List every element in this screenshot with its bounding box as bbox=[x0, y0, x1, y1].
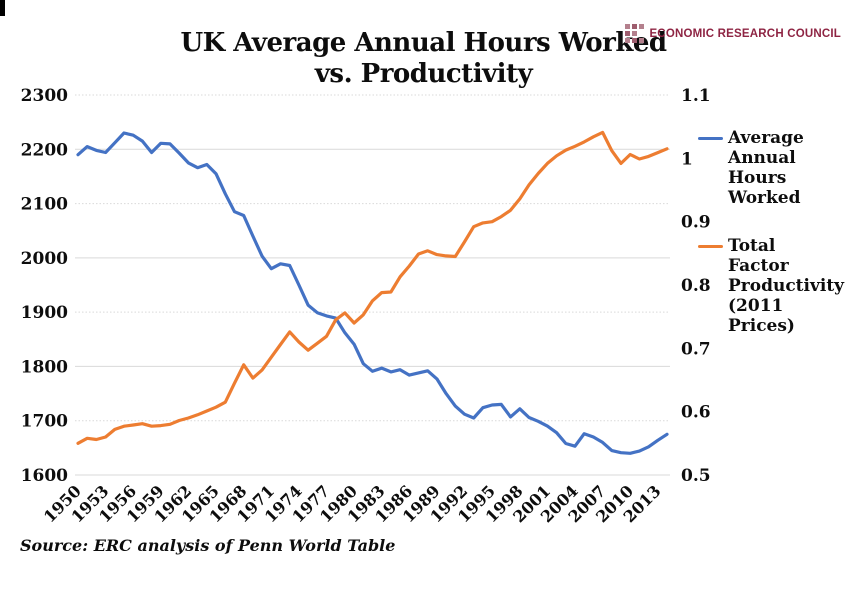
legend-label-hours-line1: Average bbox=[728, 128, 804, 148]
right-axis-tick-label: 1.1 bbox=[681, 86, 711, 106]
erc-logo-text: ECONOMIC RESEARCH COUNCIL bbox=[649, 27, 841, 40]
erc-logo: ECONOMIC RESEARCH COUNCIL bbox=[625, 24, 841, 43]
legend-label-tfp-line3: (2011 bbox=[728, 296, 784, 316]
screenshot-corner-artifact bbox=[0, 0, 5, 16]
legend-label-hours-line2: Annual bbox=[728, 148, 796, 168]
legend-label-hours-line4: Worked bbox=[728, 188, 801, 208]
left-axis-tick-label: 2100 bbox=[21, 195, 68, 215]
erc-logo-square bbox=[639, 24, 645, 29]
erc-logo-squares-icon bbox=[625, 24, 645, 43]
legend-label-tfp: Total Factor Productivity (2011 Prices) bbox=[728, 236, 845, 336]
left-axis-tick-label: 2000 bbox=[21, 249, 68, 269]
legend-label-hours: Average Annual Hours Worked bbox=[728, 128, 840, 208]
legend-label-tfp-line4: Prices) bbox=[728, 316, 795, 336]
erc-logo-square-row bbox=[625, 24, 645, 29]
erc-logo-square bbox=[625, 31, 631, 36]
right-axis-tick-label: 0.9 bbox=[681, 213, 711, 233]
right-axis-tick-label: 0.6 bbox=[681, 403, 711, 423]
erc-logo-square bbox=[632, 38, 638, 43]
right-axis-tick-label: 0.5 bbox=[681, 466, 711, 486]
left-axis-tick-label: 1900 bbox=[21, 303, 68, 323]
chart-title-line1: UK Average Annual Hours Worked bbox=[180, 28, 667, 58]
erc-logo-square bbox=[625, 24, 631, 29]
erc-logo-square bbox=[639, 38, 645, 43]
erc-logo-square-row bbox=[625, 38, 645, 43]
legend-item-tfp: Total Factor Productivity (2011 Prices) bbox=[698, 236, 845, 336]
left-axis-tick-label: 2200 bbox=[21, 140, 68, 160]
legend-item-hours: Average Annual Hours Worked bbox=[698, 128, 840, 208]
left-axis-tick-label: 1800 bbox=[21, 357, 68, 377]
source-note: Source: ERC analysis of Penn World Table bbox=[20, 536, 396, 555]
hours-line-swatch-icon bbox=[698, 137, 723, 140]
left-axis-tick-label: 1600 bbox=[21, 466, 68, 486]
erc-logo-square bbox=[632, 24, 638, 29]
chart-title-line2: vs. Productivity bbox=[314, 59, 533, 89]
legend-label-hours-line3: Hours bbox=[728, 168, 787, 188]
legend-label-tfp-line2: Productivity bbox=[728, 276, 845, 296]
right-axis-tick-label: 0.8 bbox=[681, 276, 711, 296]
right-axis-tick-label: 1 bbox=[681, 149, 693, 169]
left-axis-tick-label: 1700 bbox=[21, 412, 68, 432]
erc-logo-square bbox=[632, 31, 638, 36]
left-axis-tick-label: 2300 bbox=[21, 86, 68, 106]
chart-title: UK Average Annual Hours Worked vs. Produ… bbox=[0, 28, 847, 90]
tfp-line bbox=[76, 130, 669, 445]
erc-logo-square-row bbox=[625, 31, 644, 36]
legend-label-tfp-line1: Total Factor bbox=[728, 236, 789, 276]
erc-logo-square bbox=[625, 38, 631, 43]
tfp-line-swatch-icon bbox=[698, 245, 723, 248]
hours-worked-line bbox=[76, 131, 669, 455]
right-axis-tick-label: 0.7 bbox=[681, 339, 711, 359]
